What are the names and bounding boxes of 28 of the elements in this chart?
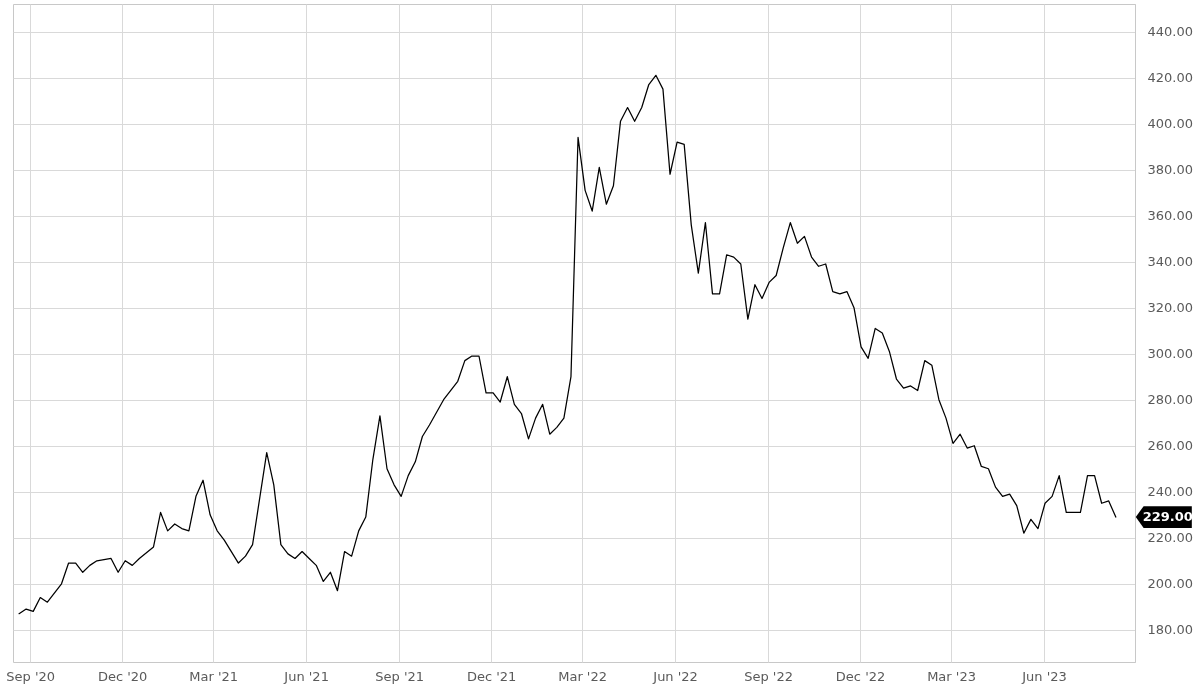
x-tick-label: Jun '21: [283, 668, 329, 684]
y-tick-label: 280.00: [1147, 392, 1193, 408]
line-series: [18, 74, 1117, 615]
y-tick-label: 300.00: [1147, 346, 1193, 362]
x-tick-label: Sep '20: [6, 668, 56, 684]
y-tick-label: 320.00: [1147, 300, 1193, 316]
y-tick-label: 420.00: [1147, 70, 1193, 86]
annotation: 229.00: [1142, 509, 1193, 525]
y-tick-label: 360.00: [1147, 208, 1193, 224]
x-tick-label: Mar '21: [189, 668, 239, 684]
y-tick-label: 260.00: [1147, 438, 1193, 454]
x-tick-label: Dec '21: [466, 668, 517, 684]
y-tick-label: 200.00: [1147, 576, 1193, 592]
y-tick-label: 220.00: [1147, 530, 1193, 546]
x-tick-label: Dec '20: [97, 668, 148, 684]
x-tick-label: Sep '21: [375, 668, 424, 684]
x-tick-label: Mar '23: [927, 668, 976, 684]
y-tick-label: 340.00: [1147, 254, 1193, 270]
x-tick-label: Mar '22: [558, 668, 607, 684]
x-tick-label: Jun '22: [652, 668, 698, 684]
y-tick-label: 240.00: [1147, 484, 1193, 500]
x-tick-label: Dec '22: [835, 668, 886, 684]
y-tick-label: 180.00: [1147, 622, 1193, 638]
y-tick-label: 400.00: [1147, 116, 1193, 132]
y-tick-label: 440.00: [1147, 24, 1193, 40]
x-tick-label: Jun '23: [1021, 668, 1067, 684]
y-tick-label: 380.00: [1147, 162, 1193, 178]
x-tick-label: Sep '22: [744, 668, 793, 684]
